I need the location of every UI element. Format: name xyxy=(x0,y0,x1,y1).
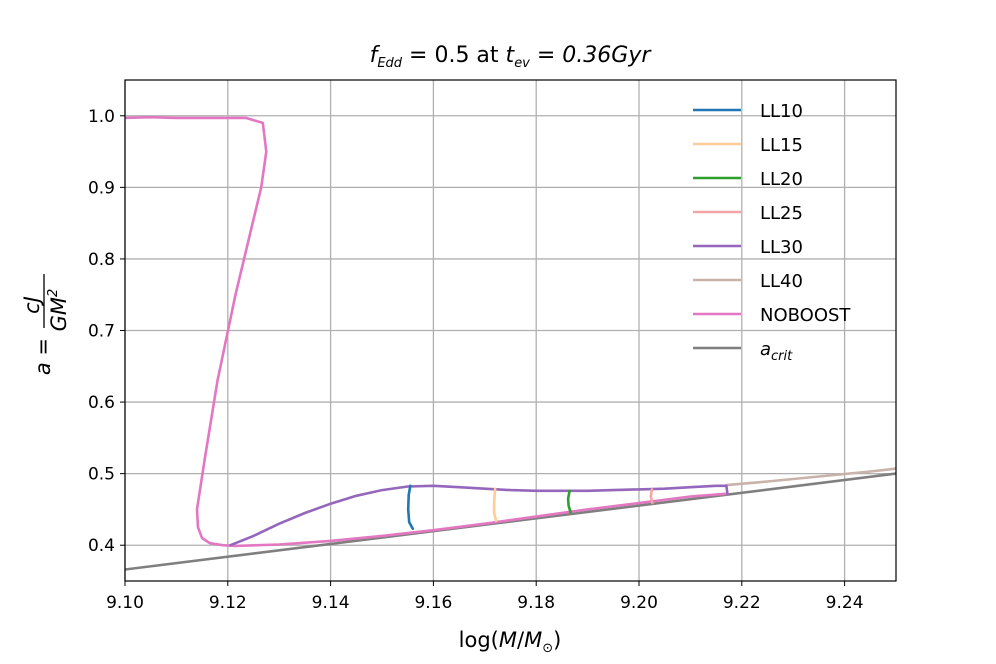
y-tick-label: 0.9 xyxy=(88,178,115,198)
series-line-ll30 xyxy=(229,484,729,547)
y-label-denominator: GM2 xyxy=(46,289,71,332)
y-tick-label: 0.8 xyxy=(88,250,115,270)
legend-label-a-crit: acrit xyxy=(760,339,793,364)
legend-label-ll15: LL15 xyxy=(760,135,803,156)
x-tick-label: 9.14 xyxy=(312,593,350,613)
legend-label-ll20: LL20 xyxy=(760,169,803,190)
y-tick-label: 0.7 xyxy=(88,322,115,342)
legend-label-ll10: LL10 xyxy=(760,101,803,122)
series-line-ll25 xyxy=(649,488,654,505)
series-line-ll10 xyxy=(406,484,415,531)
series-line-noboost xyxy=(125,115,729,548)
x-tick-label: 9.24 xyxy=(826,593,864,613)
legend-label-ll30: LL30 xyxy=(760,237,803,258)
x-axis-label: log(M/M⊙) xyxy=(459,628,562,656)
x-tick-label: 9.12 xyxy=(209,593,247,613)
series-line-ll20 xyxy=(566,489,572,514)
y-tick-label: 1.0 xyxy=(88,107,115,127)
series-line-a-crit xyxy=(125,472,896,571)
plot-lines xyxy=(125,115,896,571)
legend-label-noboost: NOBOOST xyxy=(760,305,851,326)
x-tick-label: 9.18 xyxy=(517,593,555,613)
chart-title: fEdd = 0.5 at tev = 0.36Gyr xyxy=(370,43,653,71)
y-label-numerator: cJ xyxy=(20,296,44,314)
y-axis-label: a = cJ GM2 xyxy=(20,274,71,375)
x-tick-label: 9.20 xyxy=(620,593,658,613)
y-tick-label: 0.5 xyxy=(88,465,115,485)
legend-label-ll25: LL25 xyxy=(760,203,803,224)
y-tick-label: 0.4 xyxy=(88,536,115,556)
legend: LL10 LL15 LL20 LL25 LL30 LL40 NOBOOST acrit xyxy=(693,101,851,364)
axis-ticks: 9.10 9.12 9.14 9.16 9.18 9.20 9.22 9.24 0.4 0.5 0.… xyxy=(88,107,864,613)
grid xyxy=(124,80,896,581)
y-label-lhs: a = xyxy=(31,338,55,375)
x-tick-label: 9.10 xyxy=(106,593,144,613)
x-tick-label: 9.22 xyxy=(723,593,761,613)
series-line-ll40 xyxy=(725,467,896,487)
y-tick-label: 0.6 xyxy=(88,393,115,413)
legend-label-ll40: LL40 xyxy=(760,271,803,292)
series-line-ll15 xyxy=(492,487,498,523)
x-tick-label: 9.16 xyxy=(414,593,452,613)
